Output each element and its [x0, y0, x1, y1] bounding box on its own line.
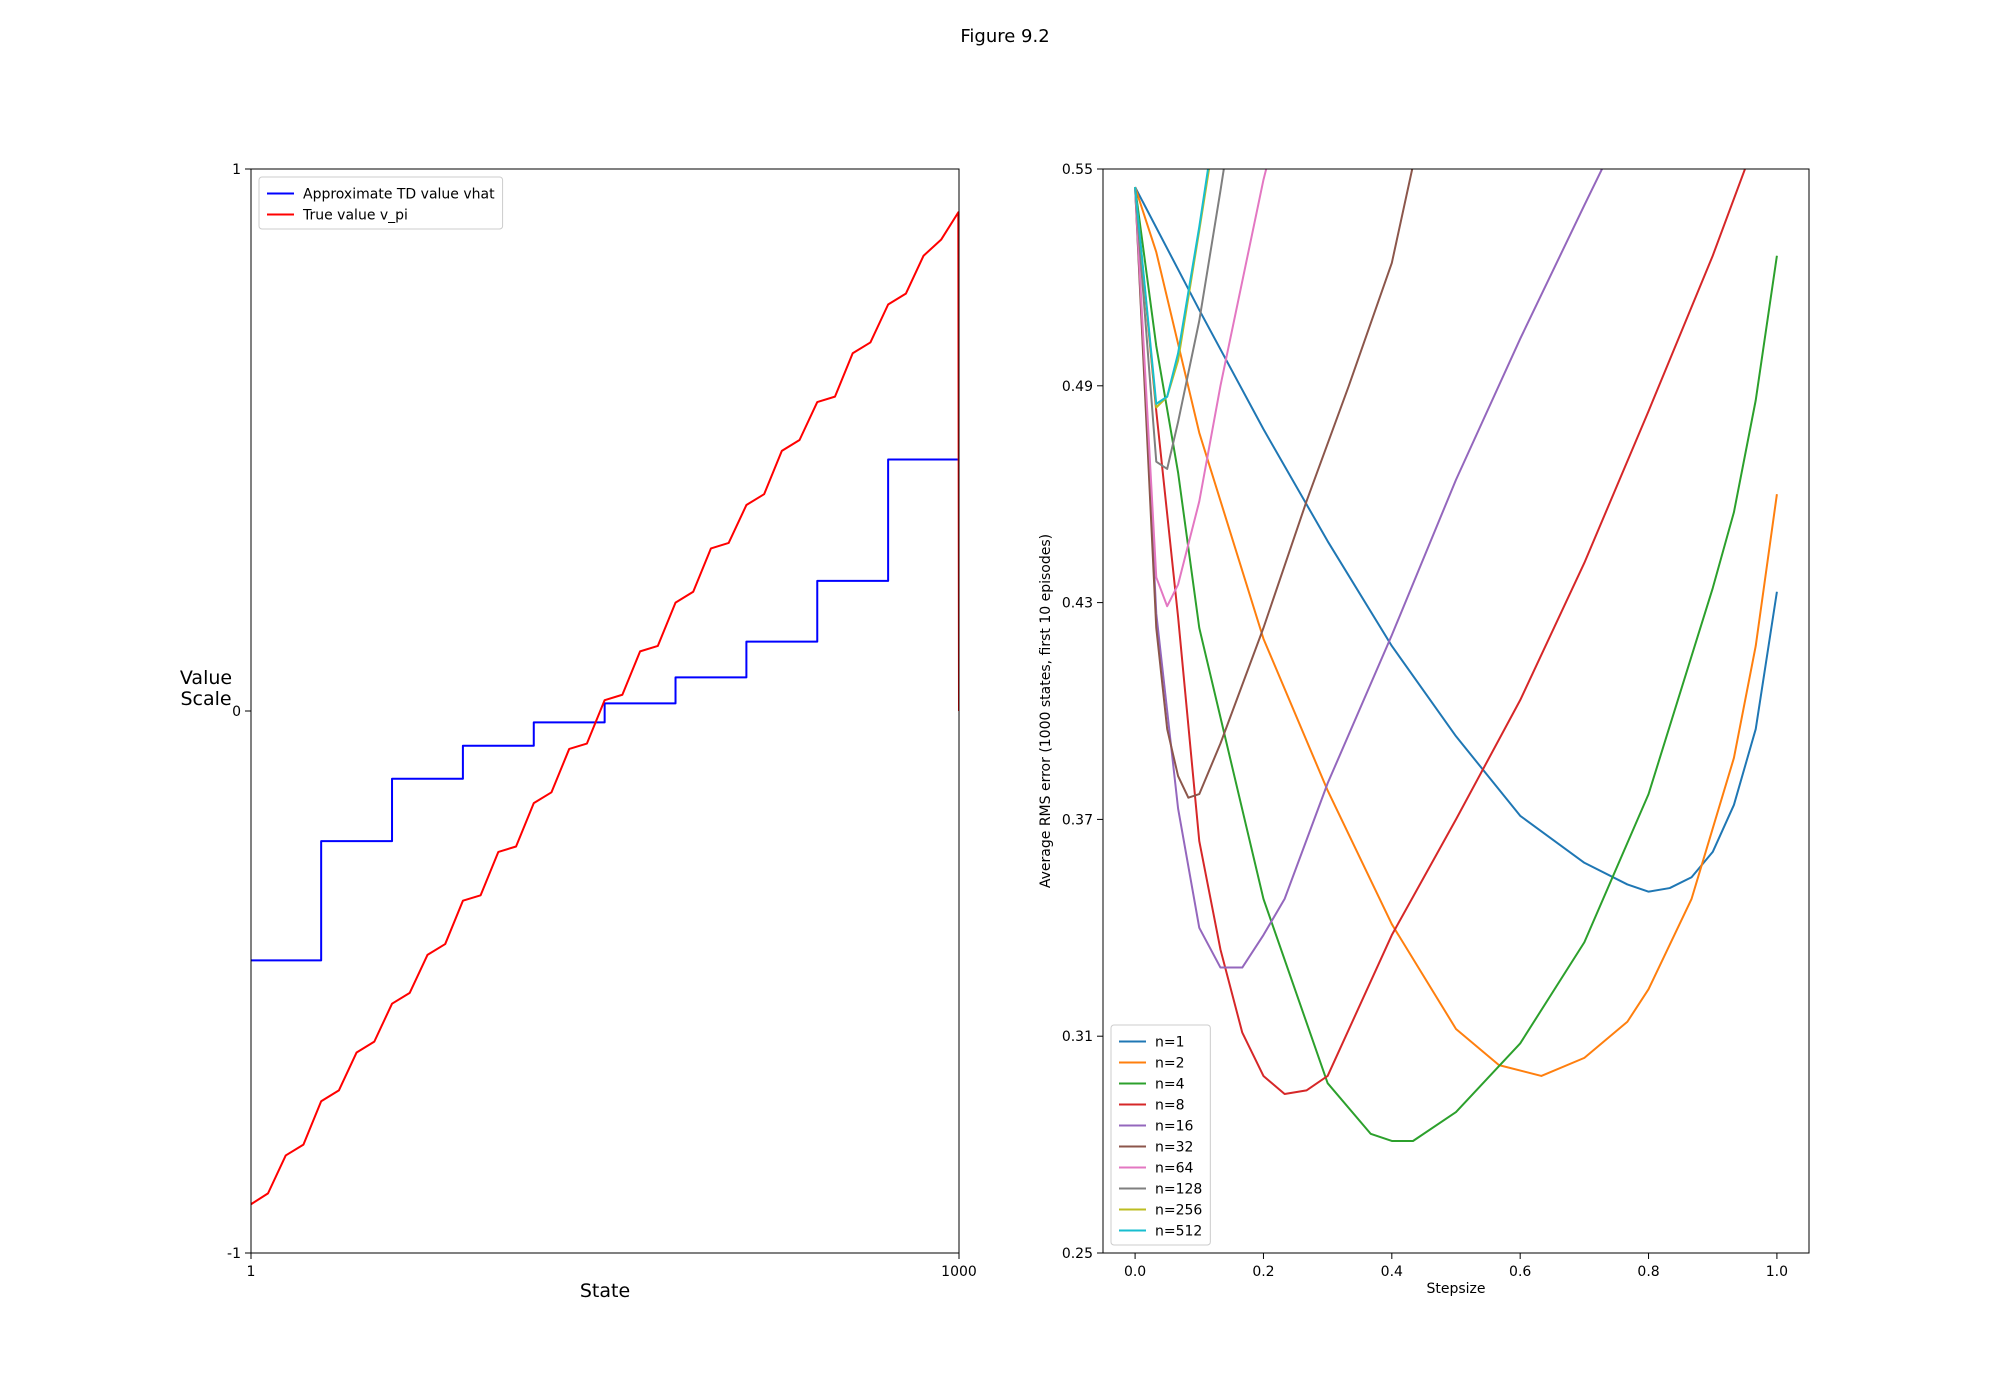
y-tick-label: 0.31 [1062, 1029, 1093, 1045]
y-tick-label: 1 [232, 162, 241, 178]
legend-label: n=32 [1155, 1140, 1193, 1156]
y-axis-label: Value Scale [179, 667, 233, 710]
legend-label: n=16 [1155, 1119, 1194, 1135]
legend-box [258, 176, 504, 230]
legend-label: n=1 [1155, 1035, 1185, 1051]
y-tick-label: 0.37 [1062, 812, 1093, 828]
y-tick-label: 0.43 [1062, 596, 1093, 612]
series-line [1134, 169, 1747, 1096]
x-tick-label: 0.4 [1381, 1264, 1403, 1280]
x-tick-label: 1000 [941, 1264, 977, 1280]
x-tick-label: 0.6 [1509, 1264, 1531, 1280]
series-line [251, 211, 959, 1206]
legend-box [1110, 1024, 1211, 1246]
series-line [1134, 169, 1604, 969]
legend-label: n=2 [1155, 1056, 1185, 1072]
series-line [1134, 169, 1211, 409]
legend: Approximate TD value vhat True value v_pi [258, 176, 504, 230]
legend-label: True value v_pi [302, 208, 408, 224]
series-line [1134, 169, 1225, 470]
series-line [1134, 186, 1778, 893]
axes-frame [1102, 168, 1810, 1254]
x-tick-label: 0.8 [1637, 1264, 1659, 1280]
plot-area [251, 211, 959, 1206]
series-line [251, 458, 959, 962]
legend-label: Approximate TD value vhat [303, 187, 495, 203]
axes-frame [250, 168, 960, 1254]
legend-label: n=256 [1155, 1203, 1202, 1219]
x-axis-label: Stepsize [1426, 1281, 1485, 1297]
y-tick-label: -1 [227, 1246, 241, 1262]
legend-label: n=8 [1155, 1098, 1185, 1114]
series-line [1134, 186, 1778, 1077]
figure-title: Figure 9.2 [960, 26, 1049, 47]
series-line [1134, 169, 1414, 799]
y-tick-label: 0.49 [1062, 379, 1093, 395]
y-tick-label: 0 [232, 704, 241, 720]
y-tick-label: 0.25 [1062, 1246, 1093, 1262]
x-tick-label: 0.2 [1252, 1264, 1274, 1280]
legend-label: n=64 [1155, 1161, 1194, 1177]
legend-label: n=512 [1155, 1224, 1202, 1240]
series-line [1134, 169, 1210, 405]
x-axis-label: State [580, 1280, 630, 1302]
legend: n=1 n=2 n=4 n=8 n=16 n=32 n=64 n=128 n=256 n=512 [1110, 1024, 1211, 1246]
x-tick-label: 1 [247, 1264, 256, 1280]
y-tick-label: 0.55 [1062, 162, 1093, 178]
x-tick-label: 0.0 [1124, 1264, 1146, 1280]
x-tick-label: 1.0 [1766, 1264, 1788, 1280]
series-line [1134, 169, 1268, 608]
plot-area [1134, 169, 1778, 1142]
series-line [1134, 186, 1778, 1142]
y-axis-label: Average RMS error (1000 states, first 10… [1038, 534, 1054, 888]
legend-label: n=4 [1155, 1077, 1185, 1093]
legend-label: n=128 [1155, 1182, 1202, 1198]
